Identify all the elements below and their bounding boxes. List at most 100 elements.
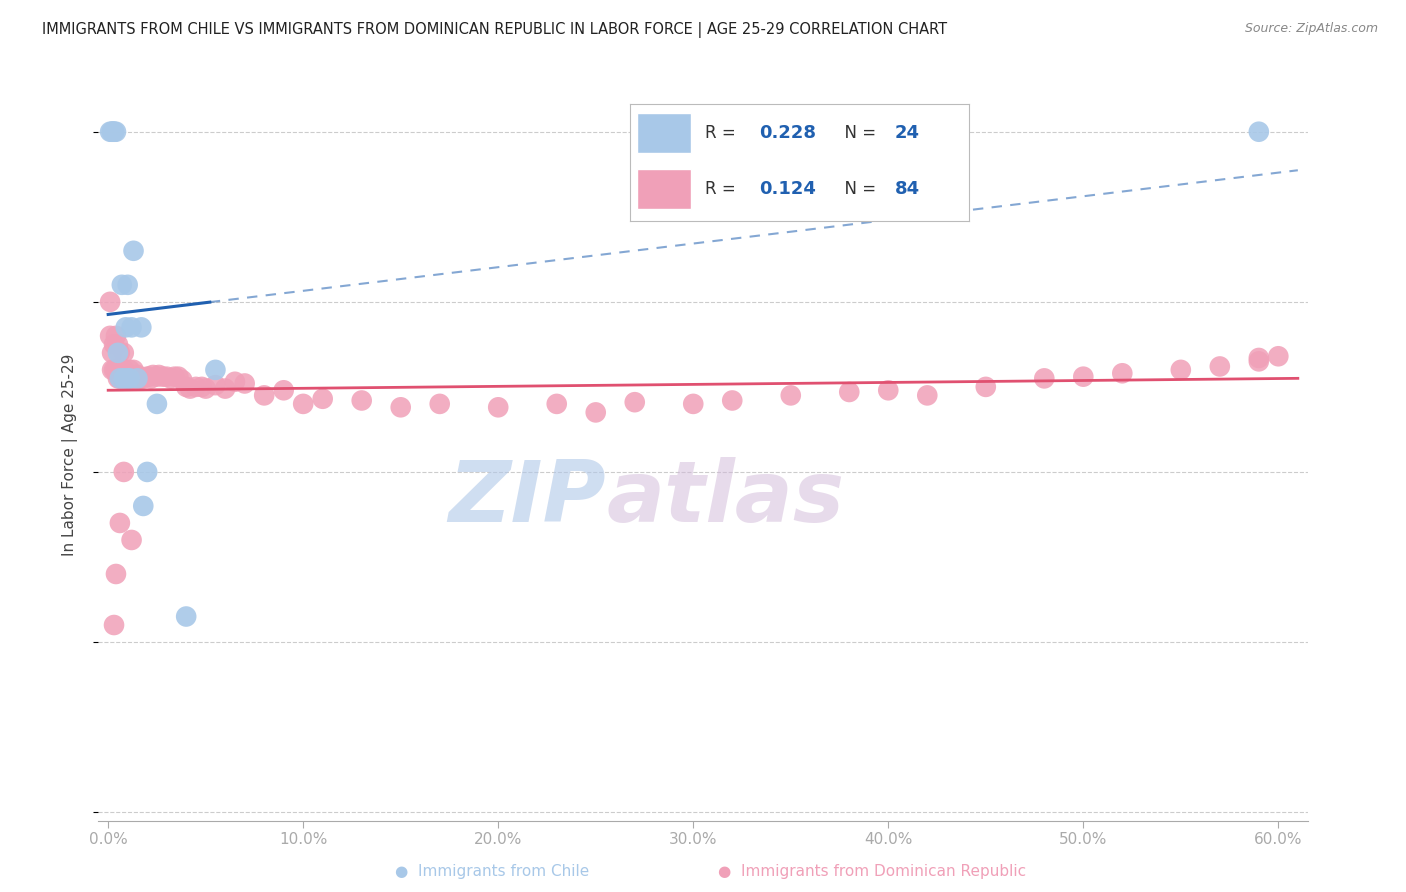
Point bbox=[111, 371, 134, 385]
Point bbox=[1267, 349, 1289, 363]
Point bbox=[1209, 359, 1232, 374]
Point bbox=[118, 371, 141, 385]
Point bbox=[163, 369, 186, 384]
Point bbox=[172, 373, 194, 387]
Point bbox=[546, 397, 568, 411]
Point bbox=[112, 371, 135, 385]
Point bbox=[124, 371, 146, 385]
Point bbox=[389, 401, 412, 415]
Point bbox=[112, 465, 135, 479]
Point bbox=[623, 395, 645, 409]
Point bbox=[114, 320, 136, 334]
Text: IMMIGRANTS FROM CHILE VS IMMIGRANTS FROM DOMINICAN REPUBLIC IN LABOR FORCE | AGE: IMMIGRANTS FROM CHILE VS IMMIGRANTS FROM… bbox=[42, 22, 948, 38]
Point bbox=[204, 363, 226, 377]
Point bbox=[98, 294, 121, 309]
Point bbox=[191, 380, 214, 394]
Point bbox=[273, 384, 295, 398]
Point bbox=[682, 397, 704, 411]
Point bbox=[917, 388, 939, 402]
Text: Source: ZipAtlas.com: Source: ZipAtlas.com bbox=[1244, 22, 1378, 36]
Point bbox=[156, 369, 179, 384]
Point bbox=[104, 329, 127, 343]
Point bbox=[585, 405, 607, 419]
Point bbox=[112, 371, 135, 385]
Point bbox=[184, 380, 207, 394]
Point bbox=[721, 393, 744, 408]
Point bbox=[107, 371, 129, 385]
Point bbox=[1247, 125, 1270, 139]
Point bbox=[131, 371, 153, 385]
Point bbox=[292, 397, 315, 411]
Point bbox=[174, 380, 197, 394]
Point bbox=[877, 384, 900, 398]
Point bbox=[98, 329, 121, 343]
Point bbox=[139, 371, 162, 385]
Point bbox=[148, 368, 170, 382]
Point bbox=[112, 346, 135, 360]
Point bbox=[103, 125, 125, 139]
Point bbox=[104, 363, 127, 377]
Point bbox=[121, 533, 143, 547]
Point bbox=[179, 382, 201, 396]
Text: ●  Immigrants from Chile: ● Immigrants from Chile bbox=[395, 863, 589, 879]
Point bbox=[253, 388, 276, 402]
Point bbox=[107, 363, 129, 377]
Point bbox=[233, 376, 256, 391]
Point bbox=[118, 371, 141, 385]
Point bbox=[103, 125, 125, 139]
Text: atlas: atlas bbox=[606, 458, 845, 541]
Point bbox=[121, 371, 143, 385]
Point bbox=[138, 369, 160, 384]
Point bbox=[128, 371, 150, 385]
Point bbox=[107, 337, 129, 351]
Point bbox=[142, 368, 165, 382]
Point bbox=[111, 277, 134, 292]
Point bbox=[101, 125, 124, 139]
Point bbox=[108, 516, 131, 530]
Point bbox=[121, 320, 143, 334]
Point bbox=[104, 566, 127, 581]
Point bbox=[152, 369, 174, 384]
Point bbox=[167, 369, 190, 384]
Point bbox=[108, 371, 131, 385]
Point bbox=[103, 337, 125, 351]
Point bbox=[132, 499, 155, 513]
Point bbox=[350, 393, 373, 408]
Point bbox=[122, 371, 145, 385]
Point bbox=[114, 366, 136, 380]
Point bbox=[117, 277, 139, 292]
Point bbox=[838, 384, 860, 399]
Point bbox=[131, 320, 153, 334]
Point bbox=[101, 125, 124, 139]
Point bbox=[112, 363, 135, 377]
Point bbox=[974, 380, 997, 394]
Text: ZIP: ZIP bbox=[449, 458, 606, 541]
Point bbox=[1071, 369, 1094, 384]
Point bbox=[101, 363, 124, 377]
Point bbox=[108, 371, 131, 385]
Point bbox=[98, 125, 121, 139]
Point bbox=[117, 371, 139, 385]
Point bbox=[146, 369, 169, 384]
Point bbox=[194, 382, 217, 396]
Point bbox=[1247, 354, 1270, 368]
Point bbox=[214, 382, 236, 396]
Point bbox=[117, 371, 139, 385]
Point bbox=[146, 397, 169, 411]
Point bbox=[104, 125, 127, 139]
Point bbox=[118, 363, 141, 377]
Point bbox=[1033, 371, 1056, 385]
Y-axis label: In Labor Force | Age 25-29: In Labor Force | Age 25-29 bbox=[62, 354, 77, 556]
Point bbox=[107, 346, 129, 360]
Point bbox=[204, 378, 226, 392]
Point bbox=[127, 368, 149, 382]
Point bbox=[224, 375, 246, 389]
Point bbox=[1170, 363, 1192, 377]
Point bbox=[159, 371, 181, 385]
Point bbox=[101, 346, 124, 360]
Point bbox=[103, 618, 125, 632]
Point bbox=[429, 397, 451, 411]
Point bbox=[117, 366, 139, 380]
Point bbox=[136, 465, 159, 479]
Point bbox=[312, 392, 335, 406]
